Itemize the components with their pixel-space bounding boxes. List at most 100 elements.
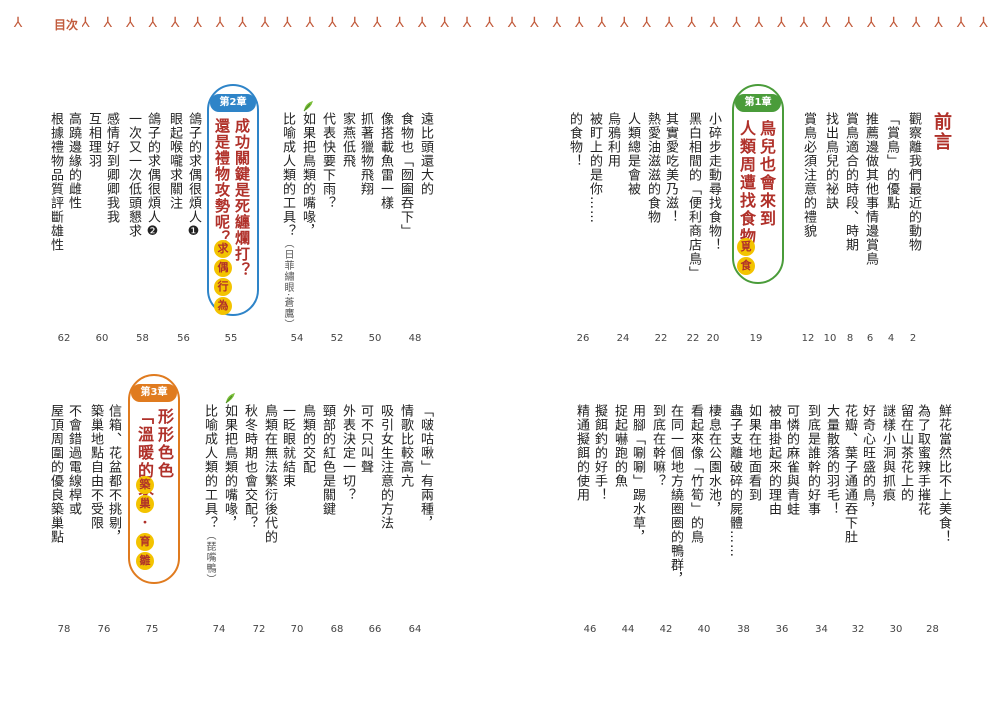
bird-track-icon: ⅄ — [911, 15, 921, 31]
page-number: 54 — [290, 333, 304, 344]
toc-entry: 到底是誰幹的好事 — [805, 404, 820, 516]
page-number: 8 — [846, 333, 854, 344]
toc-entry: 築巢地點自由不受限 — [88, 404, 103, 530]
toc-entry: 蟲子支離破碎的屍體…… — [727, 404, 742, 558]
bird-track-icon: ⅄ — [81, 15, 90, 31]
bird-track-icon: ⅄ — [709, 15, 719, 31]
toc-entry: 鳥類的交配 — [300, 404, 315, 474]
bird-track-icon: ⅄ — [395, 15, 404, 31]
toc-entry: 比喻成人類的工具？（琵嘴鴨） — [202, 404, 217, 585]
bird-track-icon: ⅄ — [866, 15, 876, 31]
toc-entry: 黑白相間的「便利商店鳥」 — [686, 112, 701, 280]
bird-track-icon: ⅄ — [754, 15, 764, 31]
toc-entry: 如果把鳥類的嘴喙， — [300, 112, 315, 238]
chapter2-tag: 行 — [214, 278, 232, 296]
chapter3-tag: 雛 — [136, 552, 154, 570]
toc-entry: 用腳「唰唰」踢水草， — [630, 404, 645, 544]
toc-entry: 「賞鳥」的優點 — [884, 112, 899, 210]
toc-entry: 高蹺邊緣的雌性 — [66, 112, 81, 210]
bird-track-icon: ⅄ — [193, 15, 202, 31]
toc-entry: 擬餌釣的好手！ — [592, 404, 607, 502]
bird-track-icon: ⅄ — [642, 15, 651, 31]
bird-track-icon: ⅄ — [552, 15, 562, 31]
toc-entry: 棲息在公園水池， — [706, 404, 721, 516]
toc-entry: 留在山茶花上的 — [898, 404, 913, 502]
page-number: 58 — [136, 333, 149, 344]
bird-track-icon: ⅄ — [530, 15, 539, 31]
page-number: 6 — [866, 333, 874, 344]
chapter2-pill: 第2章 成功關鍵是死纏爛打？ 還是禮物攻勢呢？ — [207, 84, 259, 316]
page-number: 56 — [177, 333, 190, 344]
page-number: 50 — [368, 333, 382, 344]
chapter1-title-line1: 鳥兒也會來到 — [757, 120, 776, 228]
toc-entry: 吸引女生注意的方法 — [378, 404, 393, 530]
bird-track-icon: ⅄ — [148, 15, 157, 31]
toc-entry: 外表決定一切？ — [340, 404, 355, 502]
bird-track-icon: ⅄ — [215, 15, 225, 31]
page-number: 44 — [621, 624, 635, 635]
bird-track-icon: ⅄ — [328, 15, 337, 31]
toc-entry: 到底在幹嘛？ — [650, 404, 665, 488]
toc-entry: 賞鳥適合的時段、時期 — [843, 112, 858, 252]
bird-track-icon: ⅄ — [956, 15, 966, 31]
toc-entry: 在同一個地方繞圈圈的鴨群， — [668, 404, 683, 586]
toc-entry: 人類總是會被 — [625, 112, 640, 196]
bird-track-icon: ⅄ — [462, 15, 472, 31]
chapter3-tag: 築 — [136, 476, 154, 494]
page-number: 52 — [330, 333, 344, 344]
page-number: 66 — [368, 624, 382, 635]
bird-track-icon: ⅄ — [777, 15, 786, 31]
bird-track-icon: ⅄ — [485, 15, 494, 31]
bird-track-icon: ⅄ — [822, 15, 831, 31]
page-number: 76 — [97, 624, 111, 635]
toc-entry: 鮮花當然比不上美食！ — [936, 404, 951, 544]
toc-entry: 好奇心旺盛的鳥， — [860, 404, 875, 516]
toc-entry: 信箱、花盆都不挑剔， — [106, 404, 121, 544]
chapter3-page: 75 — [145, 624, 159, 635]
toc-entry: 賞鳥必須注意的禮貌 — [801, 112, 816, 238]
toc-entry: 情歌比較高亢 — [398, 404, 413, 488]
chapter3-tag: 育 — [136, 533, 154, 551]
page-number: 26 — [576, 333, 590, 344]
bird-track-icon: ⅄ — [238, 15, 247, 31]
chapter2-tag: 求 — [214, 240, 232, 258]
toc-entry: 像搭載魚雷一樣 — [378, 112, 393, 210]
page-number: 78 — [57, 624, 71, 635]
toc-entry: 熱愛油滋滋的食物 — [645, 112, 660, 224]
bird-track-icon: ⅄ — [687, 15, 696, 31]
page-number: 70 — [290, 624, 304, 635]
bird-track-icon: ⅄ — [103, 15, 113, 31]
toc-entry: 食物也「囫圇吞下」 — [398, 112, 413, 238]
top-border: ⅄ ⅄ ⅄ ⅄ ⅄ ⅄ ⅄ ⅄ ⅄ ⅄ ⅄ ⅄ ⅄ ⅄ ⅄ ⅄ ⅄ ⅄ ⅄ ⅄ … — [10, 14, 992, 32]
toc-entry: 大量散落的羽毛！ — [824, 404, 839, 516]
toc-entry: 的食物！ — [567, 112, 582, 168]
page-number: 38 — [737, 624, 750, 635]
chapter3-badge: 第3章 — [131, 384, 177, 402]
toc-entry: 看起來像「竹筍」的鳥 — [688, 404, 703, 544]
toc-entry: 烏鴉利用 — [605, 112, 620, 168]
bird-track-icon: ⅄ — [732, 15, 741, 31]
chapter2-tag: 偶 — [214, 259, 232, 277]
chapter1-title-line2: 人類周遭找食物 — [737, 120, 756, 246]
toc-entry: 推薦邊做其他事情邊賞鳥 — [863, 112, 878, 266]
bird-track-icon: ⅄ — [125, 15, 135, 31]
page-number: 34 — [815, 624, 828, 635]
page-number: 24 — [616, 333, 630, 344]
toc-entry: 比喻成人類的工具？（日菲繡眼‧蒼鷹） — [280, 112, 295, 331]
toc-entry: 「啵咕啾」有兩種， — [418, 404, 433, 530]
toc-entry: 不會錯過電線桿或 — [66, 404, 81, 516]
leaf-icon — [225, 393, 235, 404]
chapter1-pill: 第1章 鳥兒也會來到 人類周遭找食物 — [732, 84, 784, 284]
toc-entry: 如果在地面看到 — [746, 404, 761, 502]
bird-track-icon: ⅄ — [13, 15, 23, 31]
page-number: 40 — [697, 624, 711, 635]
bird-track-icon: ⅄ — [260, 15, 270, 31]
toc-entry: 其實愛吃美乃滋！ — [663, 112, 678, 224]
bird-track-icon: ⅄ — [283, 15, 292, 31]
toc-entry: 鴿子的求偶很煩人❶ — [186, 112, 201, 240]
bird-track-icon: ⅄ — [440, 15, 449, 31]
toc-entry: 為了取蜜辣手摧花 — [915, 404, 930, 516]
toc-entry: 鴿子的求偶很煩人❷ — [145, 112, 160, 240]
toc-entry: 互相理羽 — [86, 112, 101, 168]
page-number: 68 — [330, 624, 344, 635]
